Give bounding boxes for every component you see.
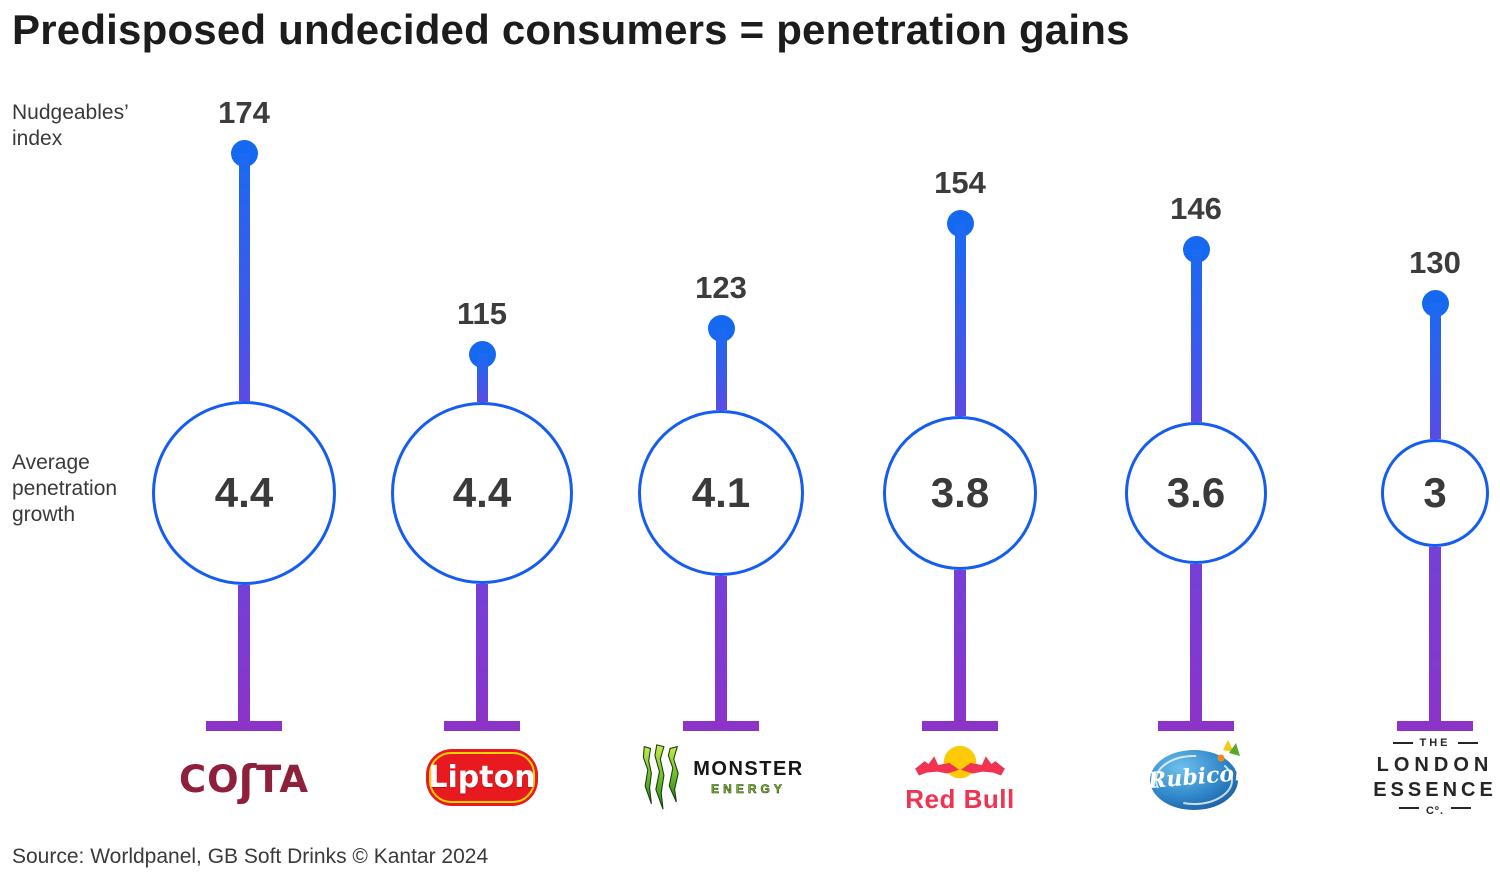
stem-top-rubicon (1191, 249, 1202, 422)
redbull-bulls-icon (915, 745, 1005, 778)
london-dash-left (1392, 742, 1413, 744)
london-co-label: Cº. (1425, 804, 1445, 817)
london-wordmark-line1: LONDON (1376, 753, 1494, 776)
monster-claw-icon (643, 744, 679, 810)
axis-label-penetration-growth: Average penetration growth (12, 451, 118, 526)
page-title: Predisposed undecided consumers = penetr… (12, 6, 1130, 53)
monster-energy-label: ENERGY (711, 782, 786, 796)
stem-bottom-monster (715, 576, 727, 731)
index-value-redbull: 154 (934, 165, 986, 200)
brand-logo-monster: MONSTER ENERGY (631, 738, 811, 816)
brand-logo-lipton: Lipton (392, 738, 572, 816)
axis-label-nudgeables-index: Nudgeables’ index (12, 101, 128, 150)
brand-logo-rubicon: Rubicon (1106, 736, 1286, 814)
costa-word-s: ʃ (238, 755, 258, 805)
london-the-label: THE (1419, 736, 1451, 749)
redbull-wordmark: Red Bull (905, 783, 1015, 814)
stem-top-monster (716, 328, 727, 410)
base-tick-costa (206, 721, 282, 731)
base-tick-london-essence (1397, 721, 1473, 731)
london-dash-right (1457, 742, 1478, 744)
lipton-wordmark: Lipton (428, 759, 536, 795)
index-value-costa: 174 (218, 95, 270, 130)
growth-bubble-london-essence: 3 (1381, 439, 1489, 547)
stem-bottom-costa (238, 585, 250, 731)
growth-bubble-monster: 4.1 (638, 410, 804, 576)
growth-bubble-rubicon: 3.6 (1125, 422, 1267, 564)
growth-value-rubicon: 3.6 (1166, 469, 1226, 516)
costa-word-left: CO (178, 757, 240, 801)
growth-value-lipton: 4.4 (452, 469, 512, 516)
stem-top-costa (239, 153, 250, 401)
growth-value-london-essence: 3 (1423, 469, 1447, 516)
base-tick-rubicon (1158, 721, 1234, 731)
lipton-badge-border (429, 751, 535, 803)
monster-wordmark: MONSTER (693, 758, 804, 780)
london-co-dash-left (1398, 807, 1419, 809)
index-value-monster: 123 (695, 270, 747, 305)
index-value-rubicon: 146 (1170, 191, 1222, 226)
index-value-london-essence: 130 (1409, 245, 1461, 280)
london-wordmark-line2: ESSENCE (1373, 778, 1497, 801)
brand-logo-london-essence: THE LONDON ESSENCE Cº. (1345, 736, 1500, 817)
growth-value-costa: 4.4 (214, 469, 274, 516)
index-value-lipton: 115 (456, 296, 507, 331)
growth-bubble-lipton: 4.4 (391, 402, 573, 584)
stem-bottom-lipton (476, 584, 488, 731)
stem-bottom-rubicon (1190, 564, 1202, 731)
base-tick-redbull (922, 721, 998, 731)
stem-top-redbull (955, 223, 966, 416)
base-tick-monster (683, 721, 759, 731)
stem-top-lipton (477, 354, 488, 402)
costa-wordmark: CO ʃ TA (178, 753, 310, 805)
source-attribution: Source: Worldpanel, GB Soft Drinks © Kan… (12, 845, 489, 868)
brand-logo-costa: CO ʃ TA (154, 738, 334, 816)
stem-bottom-london-essence (1429, 547, 1441, 731)
rubicon-oval-icon (1150, 740, 1240, 810)
stem-top-london-essence (1430, 303, 1441, 439)
london-co-dash-right (1451, 807, 1472, 809)
base-tick-lipton (444, 721, 520, 731)
growth-bubble-redbull: 3.8 (883, 416, 1037, 570)
growth-value-monster: 4.1 (691, 469, 751, 516)
growth-bubble-costa: 4.4 (152, 401, 336, 585)
brand-logo-redbull: Red Bull (870, 738, 1050, 816)
lipton-badge: Lipton (426, 748, 538, 806)
stem-bottom-redbull (954, 570, 966, 731)
costa-word-right: TA (256, 757, 310, 801)
growth-value-redbull: 3.8 (930, 469, 990, 516)
